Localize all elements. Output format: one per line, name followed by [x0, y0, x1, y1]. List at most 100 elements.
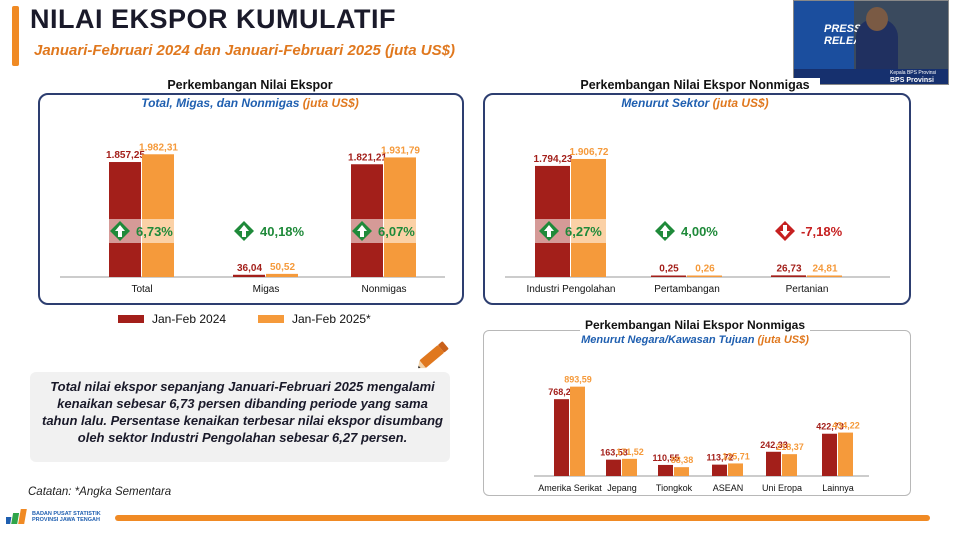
category-label-2: Pertanian — [786, 284, 829, 295]
value-label-2024-1: 163,53 — [600, 448, 628, 458]
bar-2024-1 — [651, 275, 686, 277]
category-label-4: Uni Eropa — [762, 483, 802, 493]
value-label-2025-0: 893,59 — [564, 375, 592, 385]
change-label-2: -7,18% — [801, 224, 843, 239]
presenter-head — [866, 7, 888, 31]
arrow-up-glyph-1 — [660, 225, 670, 237]
arrow-down-glyph-2 — [780, 225, 790, 237]
legend-2025: Jan-Feb 2025* — [258, 312, 371, 326]
category-label-0: Total — [131, 284, 152, 295]
bar-2024-2 — [658, 464, 673, 476]
video-caption-bar — [794, 69, 948, 84]
bps-logo: BADAN PUSAT STATISTIK PROVINSI JAWA TENGA… — [6, 508, 101, 526]
bar-2024-1 — [233, 274, 265, 277]
value-label-2025-2: 1.931,79 — [381, 145, 420, 156]
change-band-0 — [92, 219, 192, 243]
value-label-2024-0: 768,27 — [548, 387, 576, 397]
summary-box: Total nilai ekspor sepanjang Januari-Feb… — [30, 372, 450, 462]
value-label-2025-2: 24,81 — [812, 263, 837, 274]
footer-accent-bar — [115, 515, 930, 521]
bar-2024-3 — [712, 464, 727, 476]
legend-label-2025: Jan-Feb 2025* — [292, 312, 371, 326]
legend-swatch-2025 — [258, 315, 284, 323]
value-label-2025-1: 171,52 — [616, 447, 644, 457]
chart-total-migas-nonmigas: 1.857,251.982,31 Total 6,73% 36,04 50,52 Miga… — [60, 142, 445, 295]
value-label-2024-1: 36,04 — [237, 263, 262, 274]
arrow-up-glyph-2 — [357, 225, 367, 237]
panel1-title: Perkembangan Nilai Ekspor — [150, 78, 350, 92]
presenter-video[interactable]: PRESS RELEA Kepala BPS Provinsi BPS Provi… — [793, 0, 949, 85]
panel2-title: Perkembangan Nilai Ekspor Nonmigas — [570, 78, 820, 92]
footnote: Catatan: *Angka Sementara — [28, 486, 172, 498]
change-band-2 — [757, 219, 857, 243]
bar-2025-3 — [728, 463, 743, 476]
bar-2024-2 — [771, 275, 806, 277]
panel2-subtitle: Menurut Sektor (juta US$) — [621, 96, 769, 110]
value-label-2024-2: 26,73 — [776, 263, 801, 274]
panel-nonmigas-negara: 768,27 893,59 Amerika Serikat 163,53 171,52 J… — [483, 330, 911, 496]
bar-2025-4 — [782, 454, 797, 476]
value-label-2025-3: 125,71 — [722, 451, 750, 461]
arrow-up-glyph-0 — [115, 225, 125, 237]
video-caption-org: BPS Provinsi Jawa Tengah — [890, 77, 934, 84]
value-label-2024-2: 110,55 — [652, 453, 679, 463]
bps-logo-icon — [6, 509, 27, 524]
video-caption-name: Kepala BPS Provinsi — [890, 70, 937, 76]
change-band-1 — [637, 219, 737, 243]
pencil-icon — [418, 341, 449, 369]
arrow-up-glyph-0 — [544, 225, 554, 237]
bar-2025-1 — [622, 458, 637, 476]
change-band-0 — [521, 219, 621, 243]
bar-2024-4 — [766, 451, 781, 476]
page-subtitle: Januari-Februari 2024 dan Januari-Februa… — [34, 42, 455, 59]
value-label-2025-1: 50,52 — [270, 262, 295, 273]
bar-2025-0 — [570, 386, 585, 476]
value-label-2024-0: 1.857,25 — [106, 150, 145, 161]
change-label-2: 6,07% — [378, 224, 415, 239]
bar-2025-2 — [674, 467, 689, 476]
value-label-2024-3: 113,72 — [706, 453, 733, 463]
value-label-2025-4: 218,37 — [776, 442, 804, 452]
value-label-2025-2: 88,38 — [671, 455, 694, 465]
panel-total-migas-nonmigas: 1.857,25 1.982,31 Total 6,73% 36,04 50,52 Miga… — [38, 93, 464, 305]
bar-2025-0 — [571, 158, 606, 277]
panel3-subtitle: Menurut Negara/Kawasan Tujuan (juta US$) — [581, 334, 809, 346]
value-label-2024-4: 242,33 — [760, 440, 788, 450]
category-label-1: Migas — [253, 284, 280, 295]
category-label-2: Nonmigas — [361, 284, 406, 295]
value-label-2025-0: 1.906,72 — [570, 147, 609, 158]
bar-2024-1 — [606, 459, 621, 476]
category-label-5: Lainnya — [822, 483, 854, 493]
chart-nonmigas-sektor: 1.794,231.906,72 Industri Pengolahan 6,27%… — [505, 147, 890, 295]
change-band-2 — [334, 219, 434, 243]
value-label-2025-1: 0,26 — [695, 264, 715, 275]
arrow-up-glyph-1 — [239, 225, 249, 237]
panel3-title: Perkembangan Nilai Ekspor Nonmigas — [580, 318, 810, 332]
value-label-2024-0: 1.794,23 — [534, 154, 573, 165]
summary-text: Total nilai ekspor sepanjang Januari-Feb… — [42, 379, 443, 445]
press-release-screen — [794, 1, 854, 71]
press-release-text: PRESS RELEA — [824, 23, 862, 47]
bar-2025-0 — [142, 154, 174, 277]
panel1-subtitle: Total, Migas, dan Nonmigas (juta US$) — [141, 96, 359, 110]
bar-2024-0 — [554, 399, 569, 476]
bar-2025-1 — [687, 275, 722, 277]
bps-logo-text: BADAN PUSAT STATISTIK PROVINSI JAWA TENGA… — [32, 511, 101, 523]
category-label-3: ASEAN — [713, 483, 744, 493]
legend-label-2024: Jan-Feb 2024 — [152, 312, 227, 326]
value-label-2024-1: 0,25 — [659, 264, 679, 275]
title-accent-bar — [12, 6, 19, 66]
bar-2025-2 — [384, 157, 416, 277]
value-label-2024-2: 1.821,21 — [348, 152, 387, 163]
category-label-0: Industri Pengolahan — [527, 284, 616, 295]
bar-2025-1 — [266, 273, 298, 277]
change-label-1: 4,00% — [681, 224, 718, 239]
category-label-1: Jepang — [607, 483, 637, 493]
change-label-0: 6,27% — [565, 224, 602, 239]
category-label-1: Pertambangan — [654, 284, 720, 295]
change-label-0: 6,73% — [136, 224, 173, 239]
bar-2024-5 — [822, 433, 837, 476]
bar-2025-5 — [838, 432, 853, 476]
category-label-2: Tiongkok — [656, 483, 693, 493]
